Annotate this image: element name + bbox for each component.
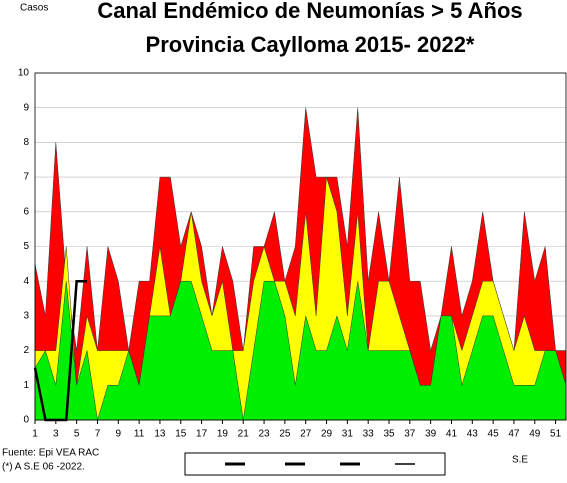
y-tick-label: 10 bbox=[18, 68, 30, 79]
x-axis-label: S.E bbox=[512, 455, 528, 466]
x-tick-label: 9 bbox=[116, 429, 122, 440]
y-tick-label: 9 bbox=[23, 102, 29, 113]
x-tick-label: 23 bbox=[258, 429, 270, 440]
x-tick-label: 15 bbox=[175, 429, 187, 440]
x-tick-label: 45 bbox=[488, 429, 500, 440]
x-tick-label: 47 bbox=[508, 429, 520, 440]
x-tick-label: 25 bbox=[279, 429, 291, 440]
x-tick-label: 3 bbox=[53, 429, 59, 440]
source: Fuente: Epi VEA RAC bbox=[2, 448, 99, 459]
x-tick-label: 49 bbox=[529, 429, 541, 440]
y-tick-label: 6 bbox=[23, 206, 29, 217]
y-tick-label: 2 bbox=[23, 345, 29, 356]
y-axis-label: Casos bbox=[20, 3, 48, 14]
x-tick-label: 27 bbox=[300, 429, 312, 440]
y-tick-label: 5 bbox=[23, 241, 29, 252]
legend bbox=[184, 452, 446, 476]
x-tick-label: 35 bbox=[383, 429, 395, 440]
x-tick-label: 39 bbox=[425, 429, 437, 440]
legend-box bbox=[184, 452, 446, 476]
y-tick-label: 3 bbox=[23, 311, 29, 322]
x-tick-label: 29 bbox=[321, 429, 333, 440]
area bbox=[34, 280, 567, 421]
x-tick-label: 31 bbox=[342, 429, 354, 440]
y-tick-label: 0 bbox=[23, 415, 29, 426]
chart-title: Canal Endémico de Neumonías > 5 Años bbox=[97, 0, 522, 23]
x-tick-label: 43 bbox=[467, 429, 479, 440]
x-tick-label: 37 bbox=[404, 429, 416, 440]
x-tick-label: 19 bbox=[217, 429, 229, 440]
plot-border bbox=[34, 72, 567, 421]
x-tick-label: 1 bbox=[32, 429, 38, 440]
chart-subtitle: Provincia Caylloma 2015- 2022* bbox=[146, 32, 475, 57]
x-tick-label: 7 bbox=[95, 429, 101, 440]
x-tick-label: 33 bbox=[363, 429, 375, 440]
footnote: (*) A S.E 06 -2022. bbox=[2, 462, 85, 473]
x-tick-label: 5 bbox=[74, 429, 80, 440]
x-tick-label: 13 bbox=[154, 429, 166, 440]
y-tick-label: 1 bbox=[23, 380, 29, 391]
x-tick-label: 17 bbox=[196, 429, 208, 440]
x-tick-label: 41 bbox=[446, 429, 458, 440]
x-tick-label: 21 bbox=[238, 429, 250, 440]
y-tick-label: 7 bbox=[23, 172, 29, 183]
x-tick-label: 11 bbox=[134, 429, 145, 440]
y-tick-label: 8 bbox=[23, 137, 29, 148]
y-tick-label: 4 bbox=[23, 276, 29, 287]
x-tick-label: 51 bbox=[550, 429, 562, 440]
